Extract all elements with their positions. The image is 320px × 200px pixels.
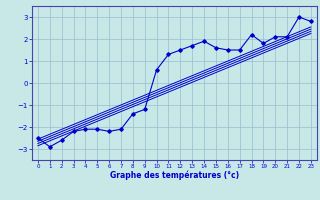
X-axis label: Graphe des températures (°c): Graphe des températures (°c) — [110, 171, 239, 180]
